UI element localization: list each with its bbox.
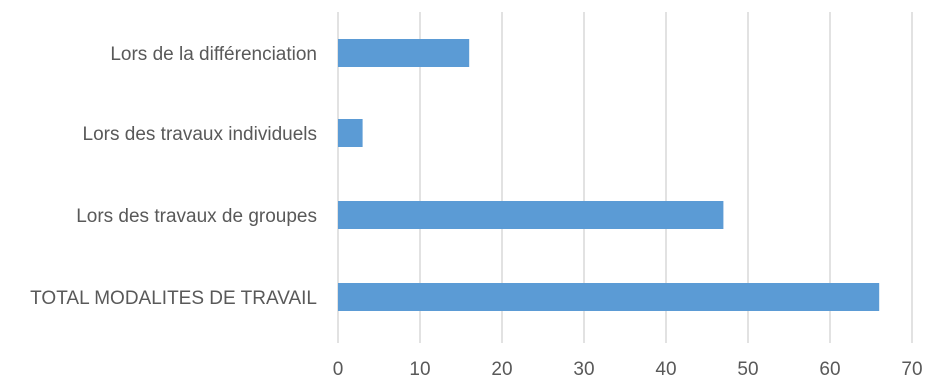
gridlines xyxy=(337,12,913,343)
bar xyxy=(338,119,363,147)
x-tick-label: 10 xyxy=(409,359,430,380)
bars xyxy=(338,39,880,311)
x-tick-labels: 0 10 20 30 40 50 60 70 xyxy=(333,359,923,380)
bar xyxy=(338,39,470,67)
category-label: Lors des travaux de groupes xyxy=(76,206,317,227)
x-tick-label: 70 xyxy=(901,359,922,380)
category-labels: Lors de la différenciation Lors des trava… xyxy=(30,44,317,309)
x-tick-label: 60 xyxy=(819,359,840,380)
x-tick-label: 40 xyxy=(655,359,676,380)
bar xyxy=(338,201,724,229)
x-tick-label: 30 xyxy=(573,359,594,380)
category-label: Lors des travaux individuels xyxy=(83,124,317,145)
x-tick-label: 50 xyxy=(737,359,758,380)
x-tick-label: 0 xyxy=(333,359,344,380)
bar xyxy=(338,283,880,311)
category-label: TOTAL MODALITES DE TRAVAIL xyxy=(30,288,317,309)
x-tick-label: 20 xyxy=(491,359,512,380)
category-label: Lors de la différenciation xyxy=(110,44,317,65)
